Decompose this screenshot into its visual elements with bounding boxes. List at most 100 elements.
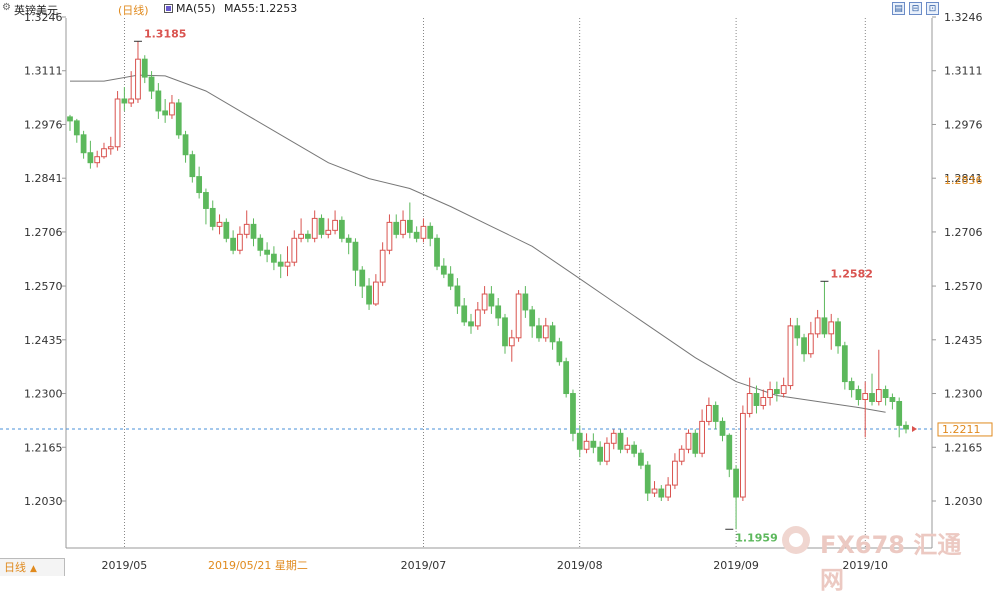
candle-body <box>454 285 461 307</box>
chart-zoom-button[interactable]: ⊟ <box>909 2 922 15</box>
candle-body <box>869 393 875 402</box>
candle-body <box>230 237 237 251</box>
x-tick-label: 2019/05 <box>102 559 148 572</box>
y-tick-label-left: 1.2841 <box>24 172 63 185</box>
candle-body <box>773 389 780 395</box>
y-tick-label-right: 1.2841 <box>944 172 983 185</box>
ma-indicator-value: MA55:1.2253 <box>224 2 298 15</box>
candle-body <box>67 116 73 122</box>
candle-body <box>325 229 332 235</box>
candle-body <box>896 400 903 426</box>
y-tick-label-left: 1.2706 <box>24 226 63 239</box>
current-price-label: 1.2211 <box>942 423 981 436</box>
candle-body <box>461 305 468 323</box>
instrument-title: 英镑美元 <box>14 4 58 17</box>
annotation-label: 1.3185 <box>144 27 186 40</box>
candle-body <box>277 261 284 267</box>
candle-body <box>576 432 583 450</box>
candle-body <box>243 223 250 235</box>
candle-body <box>780 385 787 395</box>
candle-body <box>597 446 604 462</box>
candle-body <box>624 444 631 450</box>
candle-body <box>821 317 828 335</box>
x-tick-label: 2019/10 <box>842 559 888 572</box>
candle-body <box>481 293 488 311</box>
y-tick-label-left: 1.2300 <box>24 388 63 401</box>
ma55-line <box>70 74 886 413</box>
candle-body <box>175 102 182 136</box>
candle-body <box>87 152 94 164</box>
candle-body <box>529 309 536 327</box>
candle-body <box>182 134 189 156</box>
y-tick-label-right: 1.2976 <box>944 118 983 131</box>
candle-body <box>767 389 773 399</box>
candle-body <box>828 321 835 335</box>
candle-body <box>345 237 352 243</box>
candle-body <box>440 265 447 275</box>
candle-body <box>733 468 739 498</box>
period-label[interactable]: (日线) <box>118 4 149 17</box>
candle-body <box>814 317 821 335</box>
candle-body <box>807 333 814 355</box>
candle-body <box>216 221 223 227</box>
candle-body <box>427 225 434 239</box>
candle-body <box>311 217 318 239</box>
y-tick-label-right: 1.2030 <box>944 495 983 508</box>
candle-body <box>73 120 80 136</box>
candlestick-chart[interactable]: 1.3246 1.3246 1.3111 1.3111 1.2976 1.2976 1.28… <box>0 0 1000 576</box>
x-tick-label: 2019/09 <box>713 559 759 572</box>
annotation-label: 1.1959 <box>735 531 777 544</box>
y-tick-label-right: 1.2706 <box>944 226 983 239</box>
candle-body <box>556 341 563 363</box>
right-axis-mark-label: 1.2836 <box>944 174 983 187</box>
ma-checkbox[interactable] <box>164 4 173 13</box>
candle-body <box>386 221 393 251</box>
candle-body <box>570 393 576 434</box>
candle-body <box>835 321 841 347</box>
candle-body <box>379 249 386 283</box>
candle-body <box>406 219 413 233</box>
candle-body <box>447 273 454 287</box>
watermark-text: FX678 汇通网 <box>820 531 962 594</box>
candle-body <box>114 98 121 148</box>
candle-body <box>583 440 590 450</box>
candle-body <box>862 393 869 401</box>
candle-body <box>719 420 726 436</box>
y-tick-label-left: 1.2570 <box>24 280 63 293</box>
candle-body <box>604 442 610 462</box>
candle-body <box>739 412 746 498</box>
gear-icon[interactable]: ⚙ <box>2 2 11 13</box>
x-tick-label: 2019/08 <box>557 559 603 572</box>
candle-body <box>148 76 155 92</box>
fx678-logo <box>782 526 810 554</box>
candle-body <box>502 317 508 347</box>
chart-list-button[interactable]: ▤ <box>892 2 905 15</box>
candle-body <box>706 404 712 422</box>
candle-body <box>434 237 440 267</box>
y-tick-label-left: 1.3111 <box>24 65 63 78</box>
y-tick-label-right: 1.2300 <box>944 388 983 401</box>
candle-body <box>420 225 427 239</box>
candle-body <box>753 393 760 406</box>
window-buttons: ▤ ⊟ ⊡ <box>892 2 939 15</box>
candle-body <box>250 223 257 239</box>
candle-body <box>889 397 896 402</box>
candle-body <box>338 219 345 239</box>
current-price-box <box>937 422 993 437</box>
period-tab-label: 日线 <box>4 561 26 574</box>
candle-body <box>638 452 644 466</box>
candle-body <box>631 444 638 454</box>
candle-body <box>284 261 291 267</box>
ma-indicator-label[interactable]: MA(55) <box>176 2 216 15</box>
candle-body <box>352 241 359 271</box>
candle-body <box>318 217 325 235</box>
candle-body <box>291 237 298 263</box>
chart-expand-button[interactable]: ⊡ <box>926 2 939 15</box>
candle-body <box>685 432 692 450</box>
chart-header: ⚙ 英镑美元 (日线) MA(55) MA55:1.2253 <box>0 0 1000 18</box>
crosshair-date-label: 2019/05/21 星期二 <box>208 559 308 572</box>
candle-body <box>468 321 474 327</box>
candle-body <box>141 58 148 78</box>
candle-body <box>237 233 243 251</box>
period-tab[interactable]: 日线 ▲ <box>0 558 65 576</box>
